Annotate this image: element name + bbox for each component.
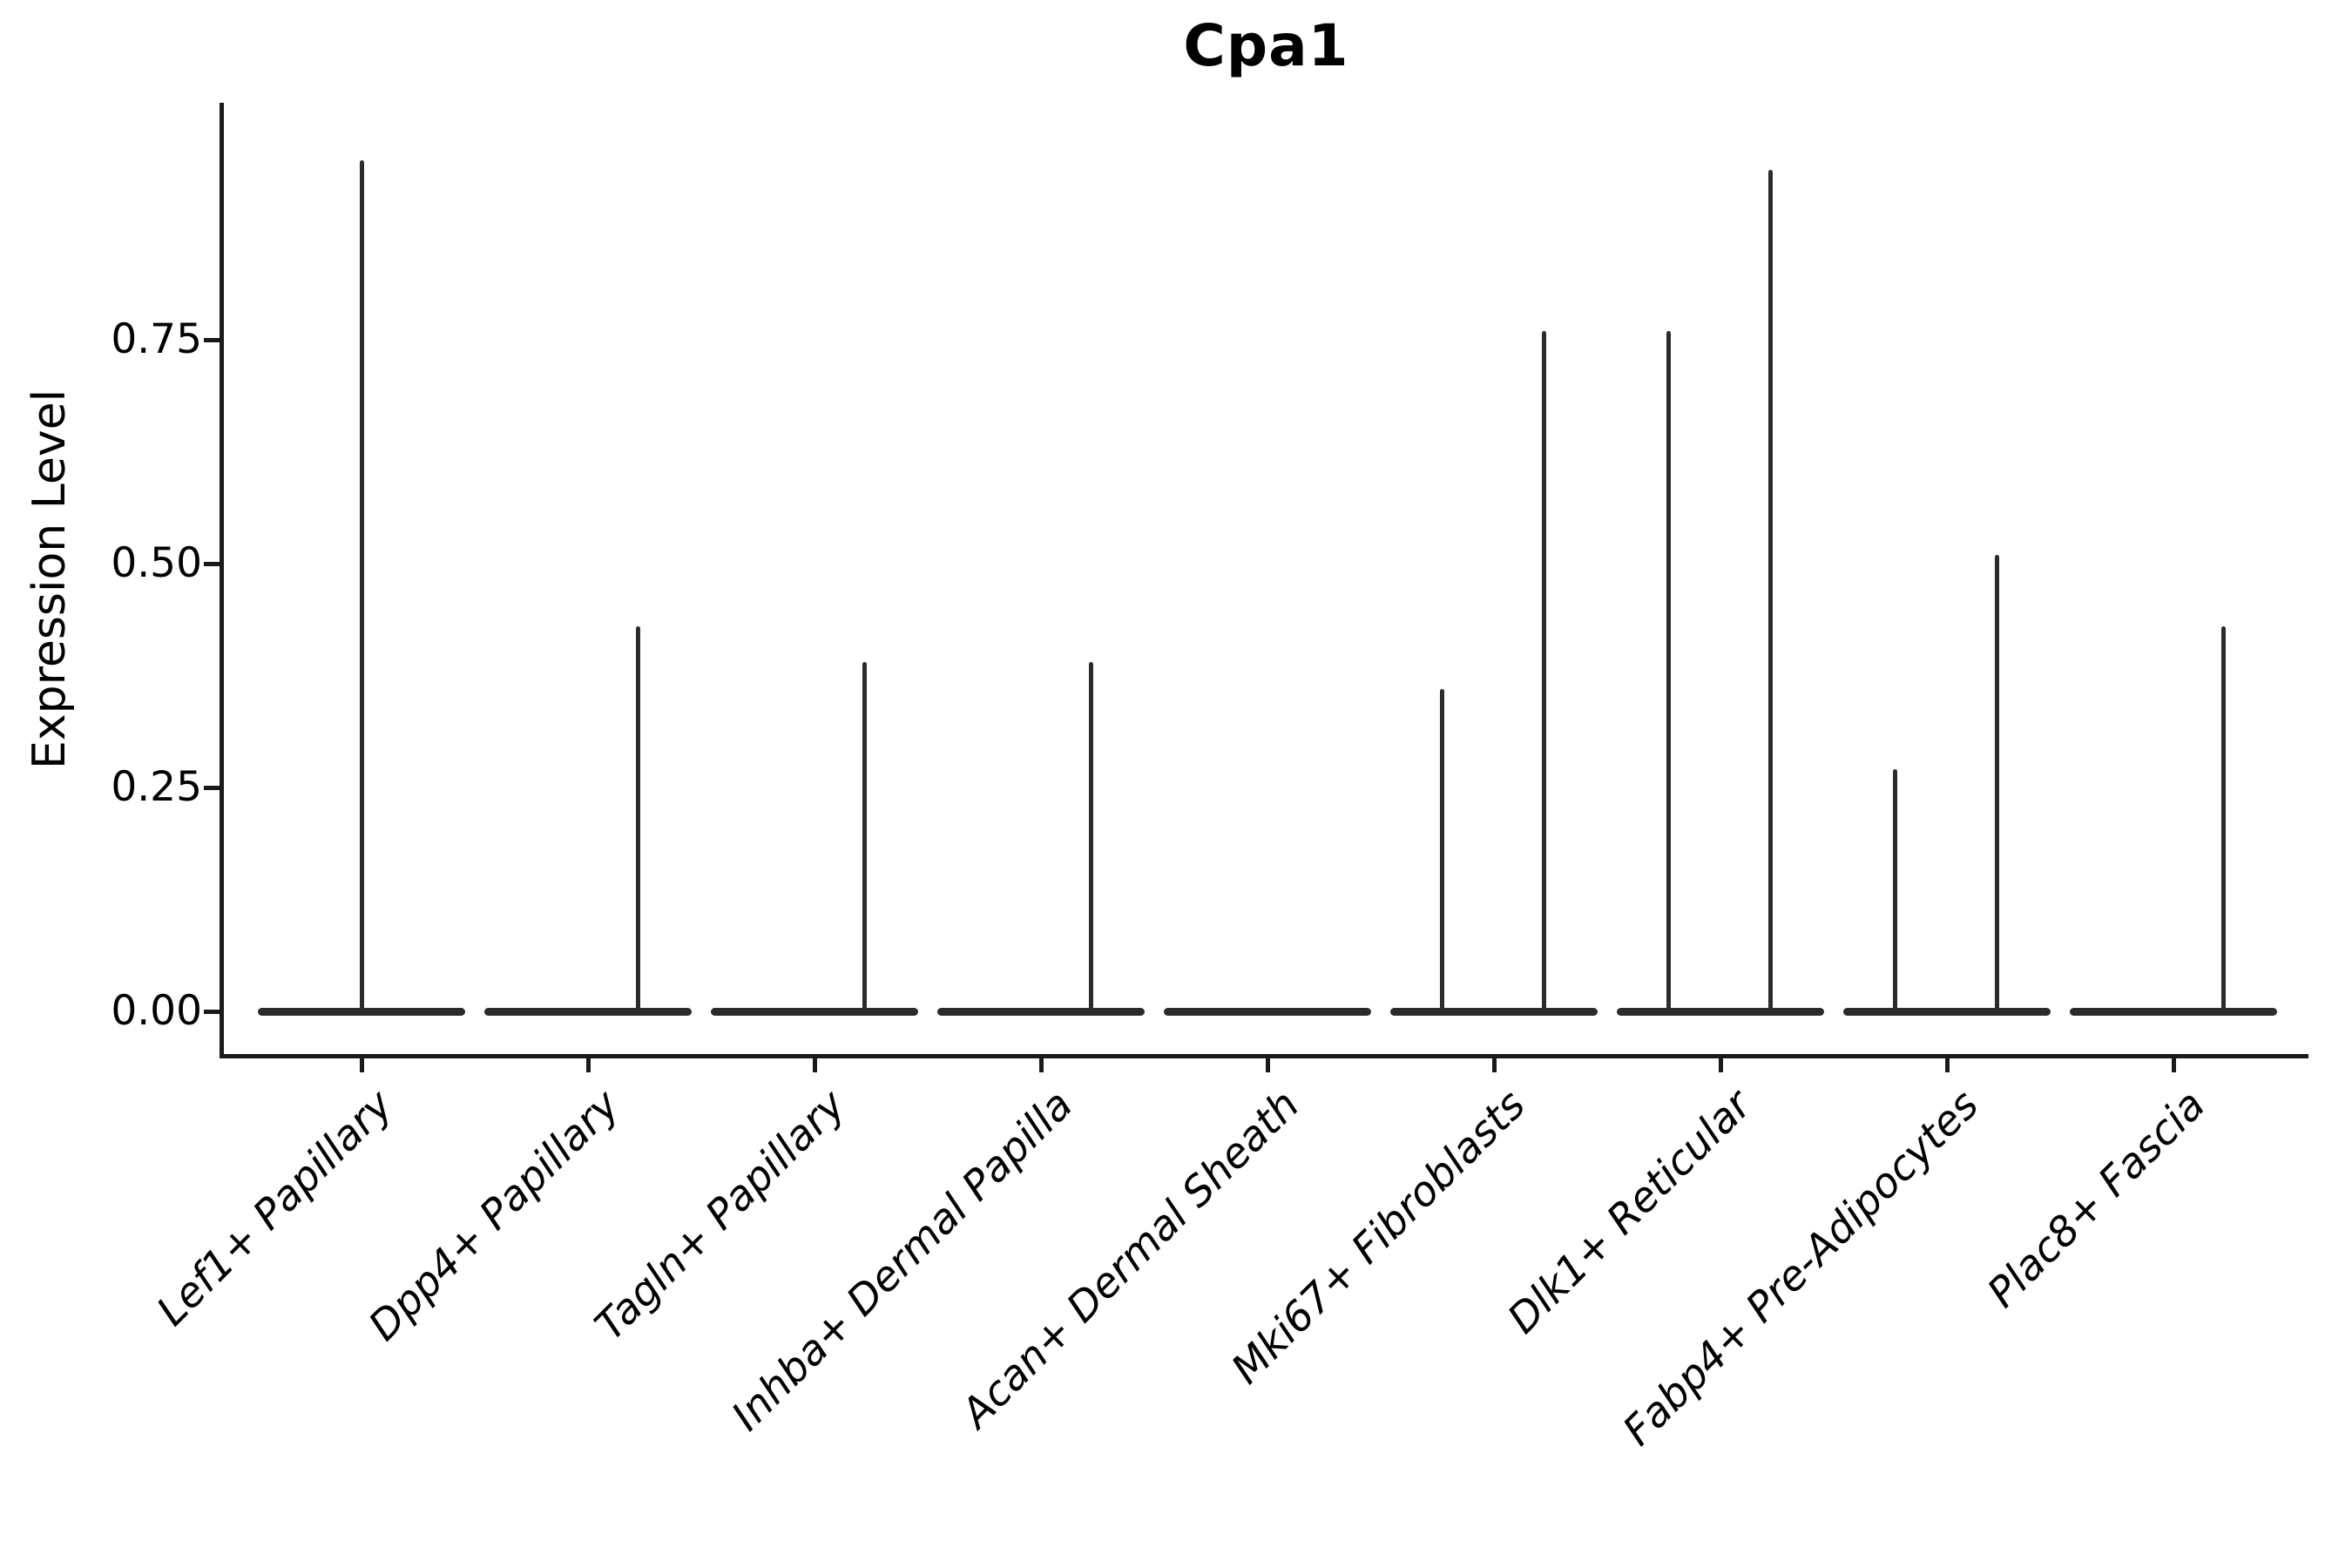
violin-spike: [1439, 688, 1444, 1011]
category-label: Plac8+ Fascia: [1977, 1080, 2214, 1317]
violin-baseline: [2070, 1008, 2277, 1016]
y-tick-mark: [204, 562, 220, 566]
x-tick-mark: [813, 1058, 817, 1072]
x-tick-mark: [360, 1058, 364, 1072]
x-tick-mark: [1945, 1058, 1950, 1072]
y-tick-label: 0.25: [111, 763, 202, 811]
x-tick-mark: [1492, 1058, 1497, 1072]
violin-spike: [2220, 625, 2226, 1011]
violin-baseline: [1164, 1008, 1371, 1016]
violin-spike: [359, 160, 364, 1011]
violin-baseline: [484, 1008, 692, 1016]
violin-baseline: [711, 1008, 918, 1016]
category-label: Lef1+ Papillary: [147, 1080, 402, 1335]
violin-baseline: [1390, 1008, 1598, 1016]
violin-baseline: [937, 1008, 1145, 1016]
chart-title: Cpa1: [1183, 12, 1349, 79]
category-label: Dpp4+ Papillary: [359, 1080, 629, 1351]
category-label: Dlk1+ Reticular: [1498, 1080, 1761, 1343]
violin-spike: [1767, 169, 1773, 1011]
y-tick-mark: [204, 1010, 220, 1014]
y-tick-label: 0.50: [111, 539, 202, 587]
y-tick-mark: [204, 338, 220, 342]
y-tick-label: 0.00: [111, 987, 202, 1035]
y-tick-label: 0.75: [111, 315, 202, 363]
violin-spike: [635, 625, 640, 1011]
x-tick-mark: [1719, 1058, 1723, 1072]
x-tick-mark: [586, 1058, 591, 1072]
x-tick-mark: [1039, 1058, 1044, 1072]
violin-spike: [1088, 662, 1093, 1011]
x-tick-mark: [2172, 1058, 2176, 1072]
violin-spike: [1666, 330, 1671, 1011]
x-axis-spine: [220, 1054, 2308, 1058]
violin-baseline: [1843, 1008, 2051, 1016]
violin-baseline: [1617, 1008, 1824, 1016]
y-axis-spine: [220, 103, 224, 1058]
violin-spike: [1994, 554, 1999, 1011]
violin-spike: [1892, 769, 1897, 1011]
y-tick-mark: [204, 786, 220, 790]
violin-baseline: [258, 1008, 465, 1016]
violin-spike: [1541, 330, 1546, 1011]
violin-spike: [862, 662, 867, 1011]
category-label: Tagln+ Papillary: [585, 1080, 855, 1350]
x-tick-mark: [1266, 1058, 1270, 1072]
